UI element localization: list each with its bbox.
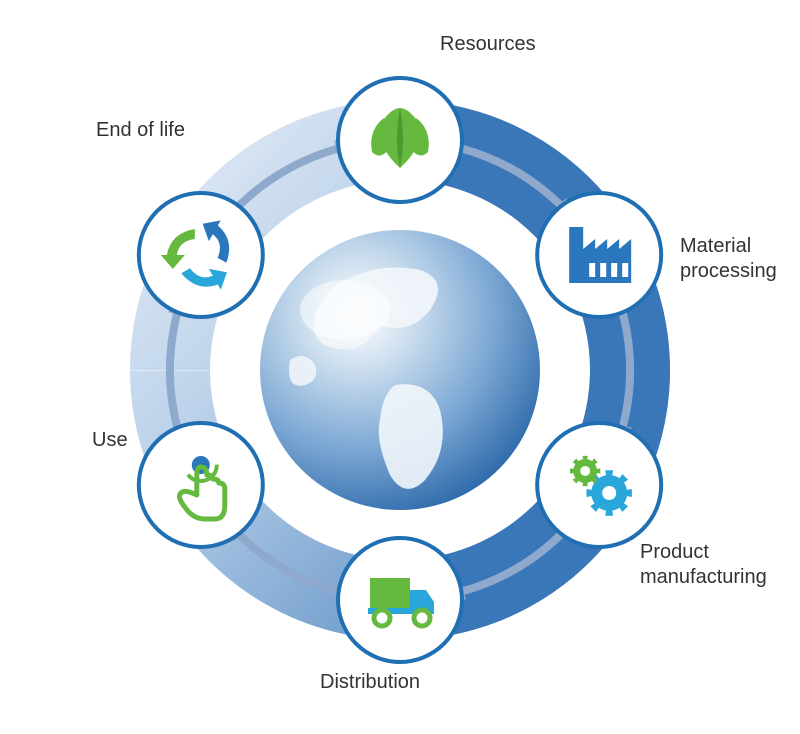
lifecycle-diagram: Resources Material processing Product manu… [0, 0, 800, 734]
node-material [537, 193, 661, 317]
globe-icon [260, 230, 540, 510]
node-endoflife [139, 193, 263, 317]
label-distribution: Distribution [320, 670, 420, 695]
node-resources [338, 78, 462, 202]
label-endoflife: End of life [96, 118, 185, 143]
node-product [537, 423, 661, 547]
label-resources: Resources [440, 32, 536, 57]
label-product: Product manufacturing [640, 540, 767, 590]
node-distribution [338, 538, 462, 662]
label-use: Use [92, 428, 128, 453]
node-use [139, 423, 263, 547]
label-material: Material processing [680, 234, 777, 284]
